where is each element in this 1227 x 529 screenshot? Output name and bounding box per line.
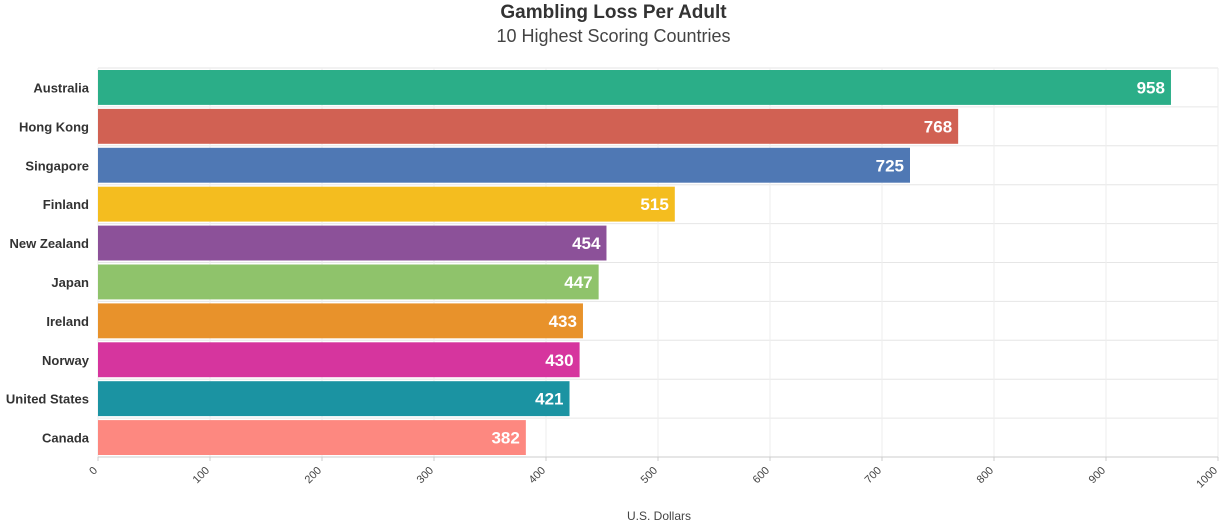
data-label: 454 <box>572 234 601 253</box>
tick-label: 1000 <box>1194 465 1220 491</box>
bar <box>98 225 607 261</box>
data-label: 430 <box>545 351 573 370</box>
tick-label: 800 <box>975 465 996 486</box>
bar <box>98 420 526 455</box>
bar <box>98 381 570 417</box>
data-label: 725 <box>876 156 904 175</box>
tick-label: 900 <box>1087 465 1108 486</box>
data-label: 433 <box>549 312 577 331</box>
x-axis-ticks: 0 100 200 300 400 500 600 700 800 900 1000 <box>87 457 1220 490</box>
tick-label: 300 <box>415 465 436 486</box>
data-label: 958 <box>1137 78 1165 97</box>
tick-label: 400 <box>527 465 548 486</box>
data-label: 768 <box>924 117 952 136</box>
category-label: Norway <box>42 353 90 368</box>
category-label: Hong Kong <box>19 119 89 134</box>
tick-label: 700 <box>863 465 884 486</box>
bar <box>98 303 583 339</box>
bar <box>98 108 959 144</box>
category-label: New Zealand <box>10 236 90 251</box>
category-label: Singapore <box>25 158 89 173</box>
data-label: 421 <box>535 390 563 409</box>
x-axis-title: U.S. Dollars <box>627 509 691 523</box>
category-label: Australia <box>33 80 89 95</box>
category-label: Ireland <box>46 314 89 329</box>
tick-label: 200 <box>303 465 324 486</box>
tick-label: 600 <box>751 465 772 486</box>
category-label: Finland <box>43 197 89 212</box>
bar <box>98 70 1171 105</box>
data-label: 447 <box>564 273 592 292</box>
bars: 958 768 725 515 454 447 433 430 421 382 <box>98 70 1171 455</box>
category-label: Canada <box>42 431 90 446</box>
bar <box>98 342 580 378</box>
bar <box>98 147 910 183</box>
chart-subtitle: 10 Highest Scoring Countries <box>496 26 731 46</box>
data-label: 515 <box>640 195 668 214</box>
bar <box>98 186 675 222</box>
category-labels: Australia Hong Kong Singapore Finland New Ze… <box>6 80 90 445</box>
tick-label: 500 <box>639 465 660 486</box>
category-label: Japan <box>51 275 89 290</box>
data-label: 382 <box>491 429 519 448</box>
bar <box>98 264 599 300</box>
chart-title: Gambling Loss Per Adult <box>500 2 727 23</box>
category-label: United States <box>6 392 89 407</box>
tick-label: 0 <box>87 465 100 478</box>
tick-label: 100 <box>191 465 212 486</box>
